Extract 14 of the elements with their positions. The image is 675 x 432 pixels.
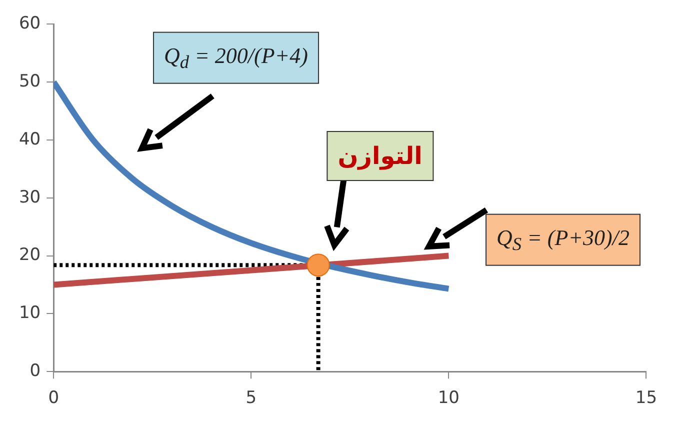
annotation: التوازن (326, 131, 434, 181)
y-tick-label: 10 (18, 303, 41, 324)
x-tick-label: 10 (438, 388, 460, 408)
annotation: Q$_{d}$ = 200/(P+4) (153, 32, 319, 84)
y-tick-label: 60 (18, 14, 41, 34)
x-tick-label: 15 (635, 388, 658, 408)
y-tick-label: 40 (18, 129, 41, 150)
x-tick-label: 0 (48, 388, 60, 408)
annotation: Q$_{S}$ = (P+30)/2 (486, 214, 640, 266)
y-tick-label: 0 (30, 361, 41, 382)
y-tick-label: 20 (18, 245, 41, 266)
y-tick-label: 50 (18, 72, 41, 92)
y-tick-label: 30 (18, 187, 41, 208)
x-tick-label: 5 (246, 388, 257, 408)
